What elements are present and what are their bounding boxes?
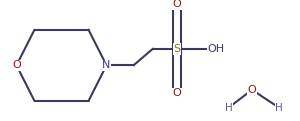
Text: O: O <box>172 0 182 9</box>
Text: O: O <box>12 60 21 70</box>
Text: O: O <box>248 85 256 95</box>
Text: N: N <box>102 60 111 70</box>
Text: H: H <box>275 103 283 113</box>
Text: H: H <box>225 103 232 113</box>
Text: S: S <box>173 44 181 54</box>
Text: OH: OH <box>207 44 225 54</box>
Text: O: O <box>172 88 182 98</box>
